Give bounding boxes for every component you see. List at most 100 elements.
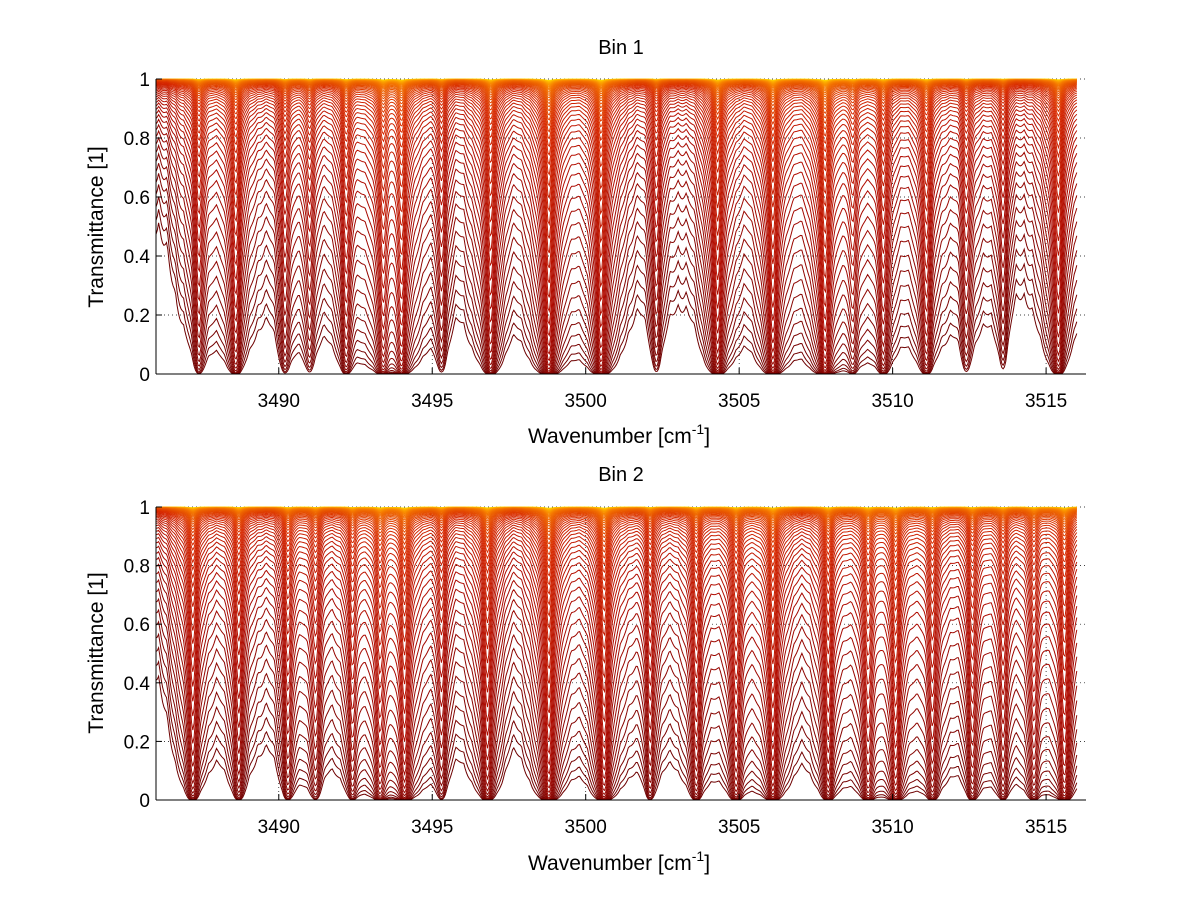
spectrum-line — [155, 533, 1078, 743]
spectrum-line — [155, 578, 1078, 799]
y-tick-label: 1 — [139, 498, 150, 519]
x-axis-label: Wavenumber [cm-1] — [528, 421, 710, 448]
x-axis-label-superscript: -1 — [692, 848, 705, 864]
spectrum-line — [156, 512, 1078, 596]
spectrum-line — [155, 136, 1078, 374]
y-tick-label: 0.4 — [124, 674, 151, 695]
x-tick-label: 3495 — [411, 817, 453, 838]
spectrum-line — [155, 620, 1078, 801]
y-tick-label: 0 — [139, 365, 150, 386]
spectrum-line — [155, 129, 1078, 372]
y-tick-label: 0.2 — [124, 732, 150, 753]
spectrum-line — [156, 507, 1077, 523]
x-axis-label-superscript: -1 — [692, 421, 705, 437]
spectrum-line — [155, 80, 1077, 116]
subplot-bin-1: 3490 3495 3500 3505 3510 3515 00.20.40.60.81 … — [85, 37, 1086, 448]
x-tick-labels: 3490 3495 3500 3505 3510 3515 — [258, 391, 1068, 412]
x-axis-label-end: ] — [704, 852, 710, 875]
spectrum-line — [155, 105, 1078, 347]
spectrum-line — [155, 209, 1078, 375]
spectrum-line — [155, 556, 1078, 789]
spectrum-line — [155, 82, 1077, 157]
spectrum-line — [155, 222, 1078, 375]
spectrum-line — [155, 526, 1078, 714]
x-axis-label-text: Wavenumber [cm — [528, 425, 692, 448]
spectrum-line — [155, 143, 1078, 374]
y-tick-label: 0.8 — [124, 129, 150, 150]
y-tick-label: 0.6 — [124, 615, 150, 636]
spectrum-line — [155, 520, 1078, 669]
y-tick-label: 0.6 — [124, 188, 150, 209]
y-tick-labels: 0 0.2 0.4 0.6 0.8 1 — [124, 498, 151, 812]
spectrum-line — [155, 522, 1078, 684]
spectrum-line — [155, 184, 1078, 375]
spectrum-line — [155, 86, 1078, 227]
spectrum-line — [155, 109, 1078, 355]
x-tick-labels: 3490 3495 3500 3505 3510 3515 — [258, 817, 1068, 838]
spectrum-line — [155, 84, 1078, 200]
spectrum-line — [155, 80, 1077, 133]
spectrum-line — [156, 79, 1077, 99]
spectrum-line — [155, 83, 1078, 177]
spectrum-line — [155, 508, 1077, 537]
axes — [155, 78, 1086, 375]
x-axis-label: Wavenumber [cm-1] — [528, 848, 710, 875]
spectrum-line — [155, 645, 1078, 801]
spectrum-line — [155, 90, 1078, 269]
spectrum-line — [155, 87, 1078, 239]
spectrum-line — [155, 81, 1077, 140]
y-axis-label: Transmittance [1] — [85, 146, 108, 307]
spectrum-line — [156, 509, 1078, 550]
spectrum-line — [155, 545, 1078, 776]
spectrum-line — [155, 152, 1078, 375]
x-axis-label-text: Wavenumber [cm — [528, 852, 692, 875]
spectrum-line — [156, 508, 1078, 541]
spectrum-line — [156, 508, 1077, 533]
y-tick-label: 0.2 — [124, 306, 150, 327]
spectrum-line — [155, 529, 1078, 730]
spectrum-line — [156, 507, 1077, 530]
y-tick-label: 0.4 — [124, 247, 151, 268]
spectrum-line — [156, 508, 1078, 545]
spectrum-line — [155, 516, 1078, 643]
spectrum-line — [156, 511, 1078, 586]
spectrum-line — [155, 540, 1078, 766]
spectrum-line — [155, 509, 1078, 562]
chart-title: Bin 2 — [598, 464, 644, 486]
spectrum-line — [156, 510, 1078, 570]
x-tick-label: 3500 — [565, 817, 607, 838]
y-tick-label: 1 — [139, 70, 150, 91]
x-tick-label: 3505 — [718, 817, 760, 838]
x-tick-label: 3515 — [1025, 817, 1067, 838]
spectrum-line — [156, 511, 1078, 577]
x-tick-label: 3490 — [258, 817, 300, 838]
x-tick-label: 3510 — [871, 817, 913, 838]
spectrum-line — [155, 81, 1077, 148]
spectrum-line — [155, 82, 1078, 166]
spectrum-line — [155, 79, 1077, 105]
axes — [155, 506, 1086, 801]
spectrum-line — [156, 509, 1078, 556]
x-tick-label: 3505 — [718, 391, 760, 412]
x-axis-label-end: ] — [704, 425, 710, 448]
spectrum-line — [155, 79, 1077, 108]
spectrum-line — [155, 563, 1078, 794]
spectrum-line — [155, 102, 1078, 338]
x-tick-label: 3500 — [565, 391, 607, 412]
spectrum-line — [155, 80, 1077, 127]
spectrum-line — [155, 632, 1078, 801]
spectrum-line — [155, 99, 1078, 326]
spectrum-line — [155, 587, 1078, 800]
x-tick-label: 3495 — [411, 391, 453, 412]
x-tick-label: 3490 — [258, 391, 300, 412]
spectrum-line — [155, 518, 1078, 657]
spectrum-line — [155, 597, 1078, 801]
spectrum-line — [155, 608, 1078, 801]
spectrum-line — [155, 674, 1078, 801]
spectrum-line — [155, 196, 1078, 375]
spectrum-line — [155, 513, 1078, 606]
spectrum-line — [155, 550, 1078, 783]
y-tick-label: 0.8 — [124, 557, 150, 578]
